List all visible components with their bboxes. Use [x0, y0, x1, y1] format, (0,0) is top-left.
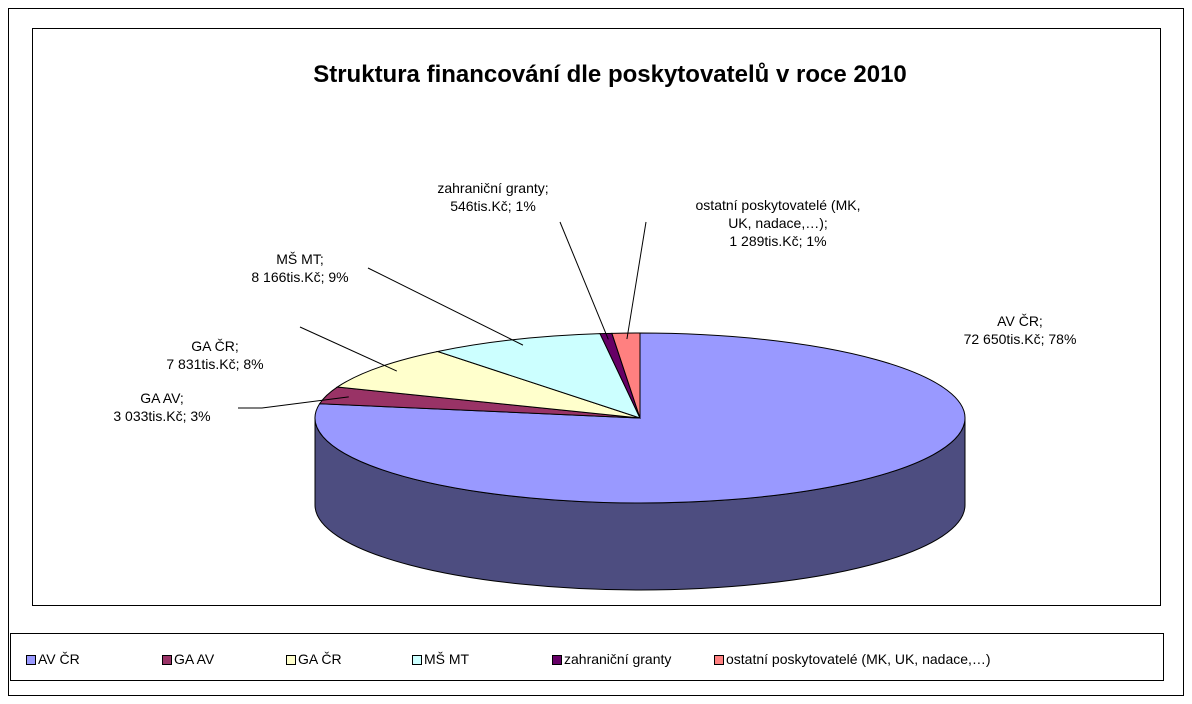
legend-swatch: [286, 655, 296, 665]
leader-line: [299, 326, 398, 372]
legend-frame: [10, 633, 1164, 681]
legend-swatch: [552, 655, 562, 665]
leader-line: [367, 267, 524, 346]
slice: [335, 350, 641, 419]
legend-swatch: [714, 655, 724, 665]
legend-swatch: [162, 655, 172, 665]
legend-label: AV ČR: [38, 651, 80, 667]
data-label: MŠ MT; 8 166tis.Kč; 9%: [251, 251, 349, 285]
legend-label: GA ČR: [298, 651, 342, 667]
legend-label: GA AV: [174, 651, 215, 667]
data-label: GA AV; 3 033tis.Kč; 3%: [113, 390, 211, 424]
data-label: zahraniční granty; 546tis.Kč; 1%: [437, 180, 549, 214]
data-label: ostatní poskytovatelé (MK, UK, nadace,…)…: [695, 197, 861, 249]
data-label: AV ČR; 72 650tis.Kč; 78%: [963, 313, 1077, 347]
legend-swatch: [26, 655, 36, 665]
slice: [611, 332, 641, 419]
leader-line: [559, 221, 609, 340]
slice: [435, 333, 641, 419]
leader-line: [626, 221, 647, 340]
legend-label: ostatní poskytovatelé (MK, UK, nadace,…): [726, 651, 991, 667]
data-label: GA ČR; 7 831tis.Kč; 8%: [166, 338, 264, 372]
leader-line: [238, 396, 349, 409]
legend-label: zahraniční granty: [564, 651, 672, 667]
chart-title: Struktura financování dle poskytovatelů …: [313, 61, 907, 88]
legend-swatch: [412, 655, 422, 665]
legend-label: MŠ MT: [424, 651, 470, 667]
